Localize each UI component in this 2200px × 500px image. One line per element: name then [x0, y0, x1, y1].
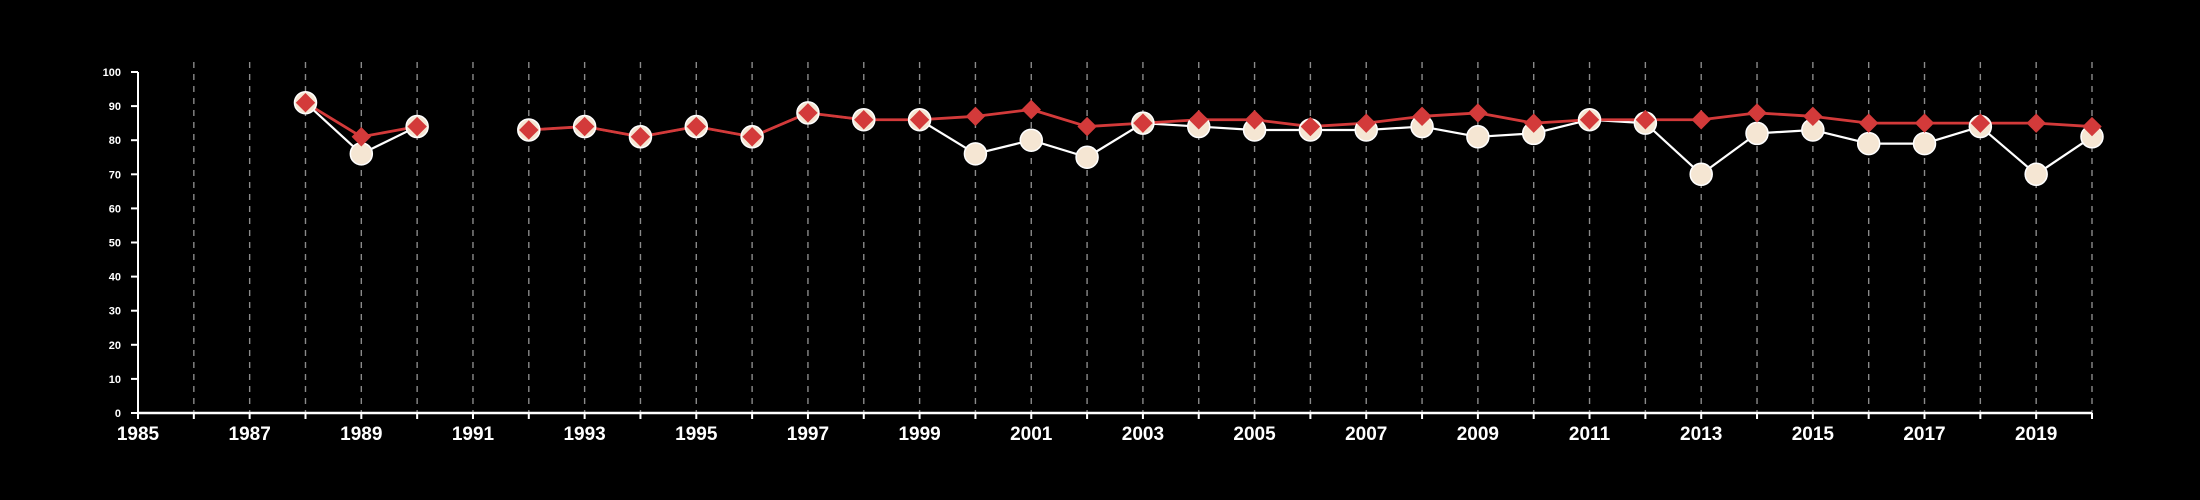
axes — [137, 72, 2092, 415]
series-2-point-2011 — [1579, 110, 1600, 130]
series-2-point-2015 — [1803, 106, 1823, 127]
series-2-point-2002 — [1077, 116, 1097, 137]
series-1-point-2019 — [2024, 162, 2048, 187]
series-2-point-1989 — [351, 127, 372, 147]
series-markers — [293, 90, 2104, 187]
series-2-point-1990 — [407, 116, 427, 137]
y-tick-label: 90 — [109, 101, 121, 113]
series-2-point-2004 — [1189, 110, 1209, 130]
x-tick-label: 1999 — [898, 424, 940, 445]
x-tick-label: 2015 — [1792, 424, 1835, 445]
series-1-point-2016 — [1856, 131, 1881, 156]
x-tick-label: 2011 — [1569, 424, 1611, 445]
x-tick-label: 2005 — [1233, 424, 1276, 445]
series-1-point-2001 — [1019, 128, 1044, 152]
x-tick-label: 2007 — [1345, 424, 1387, 445]
x-tick-label: 1993 — [563, 424, 605, 445]
series-2-point-1994 — [630, 127, 651, 147]
x-tick-label: 2001 — [1010, 424, 1053, 445]
x-tick-label: 1991 — [452, 424, 495, 445]
y-tick-label: 50 — [109, 238, 121, 250]
x-axis-ticks: 1985 1987 1989 1991 1993 1995 1997 1999 2001 2003… — [117, 413, 2093, 445]
series-2-point-1998 — [854, 110, 874, 130]
series-1-point-2013 — [1689, 162, 1713, 187]
series-2-point-2012 — [1635, 110, 1656, 130]
y-tick-label: 20 — [109, 340, 121, 352]
x-tick-label: 2017 — [1903, 424, 1945, 445]
series-2-point-1988 — [295, 92, 316, 113]
y-tick-label: 60 — [109, 203, 121, 215]
series-1-point-2002 — [1075, 145, 1099, 169]
series-1-point-2017 — [1912, 131, 1937, 156]
x-tick-label: 1985 — [117, 424, 160, 445]
x-tick-label: 1989 — [340, 424, 382, 445]
series-2-point-1999 — [909, 110, 930, 130]
series-2-point-1997 — [798, 103, 818, 123]
y-tick-label: 10 — [109, 374, 121, 386]
x-tick-label: 1995 — [675, 424, 718, 445]
x-tick-label: 1997 — [787, 424, 829, 445]
series-2-point-2013 — [1691, 110, 1711, 130]
x-tick-label: 2003 — [1122, 424, 1164, 445]
series-2-point-2007 — [1356, 113, 1376, 133]
x-tick-label: 2019 — [2015, 424, 2057, 445]
series-2-point-2003 — [1133, 113, 1153, 133]
series-2-point-2008 — [1412, 106, 1432, 127]
y-tick-label: 30 — [109, 306, 121, 318]
y-tick-label: 40 — [109, 272, 121, 284]
y-tick-label: 70 — [109, 169, 121, 181]
series-2-point-2009 — [1468, 103, 1488, 123]
series-2-point-1995 — [686, 116, 706, 137]
y-tick-label: 100 — [103, 67, 121, 79]
x-tick-label: 2009 — [1457, 424, 1499, 445]
series-2-point-2006 — [1300, 116, 1321, 137]
series-2-point-2018 — [1970, 113, 1991, 133]
series-2-point-2001 — [1021, 99, 1041, 120]
vertical-grid-lines — [193, 62, 2093, 413]
series-2-point-2010 — [1524, 113, 1544, 133]
series-2-point-2014 — [1747, 103, 1767, 123]
series-2-point-2020 — [2082, 116, 2102, 137]
series-2-point-1992 — [519, 120, 539, 140]
series-2-point-1996 — [742, 127, 762, 147]
series-2-point-2000 — [965, 106, 986, 127]
x-tick-label: 2013 — [1680, 424, 1722, 445]
x-tick-label: 1987 — [229, 424, 271, 445]
series-2-point-1993 — [574, 116, 595, 137]
series-1-point-2014 — [1745, 121, 1769, 146]
y-tick-label: 80 — [109, 135, 121, 147]
y-axis-ticks: 0 10 20 30 40 50 60 70 80 90 100 — [103, 67, 138, 420]
y-tick-label: 0 — [115, 408, 121, 420]
series-2-point-2019 — [2026, 113, 2046, 133]
series-2-point-2017 — [1914, 113, 1935, 133]
series-2-point-2005 — [1244, 110, 1265, 130]
series-2-point-2016 — [1858, 113, 1879, 133]
series-1-point-2000 — [963, 142, 988, 166]
series-1-point-2009 — [1466, 125, 1490, 149]
